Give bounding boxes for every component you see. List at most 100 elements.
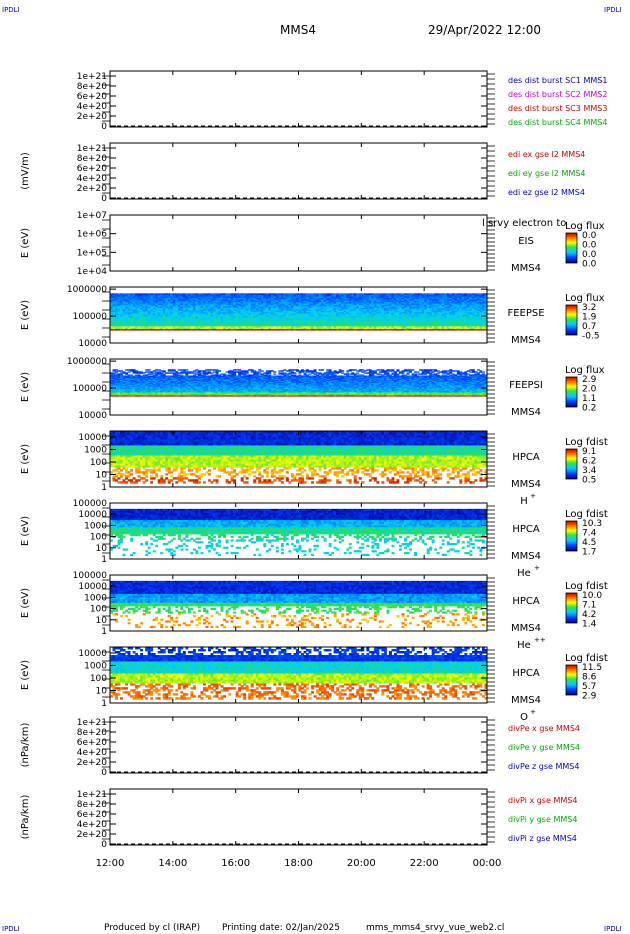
spectrogram-cell bbox=[165, 324, 169, 327]
spectrogram-cell bbox=[273, 314, 277, 317]
spectrogram-cell bbox=[238, 311, 242, 314]
colorbar bbox=[565, 304, 578, 336]
spectrogram-cell bbox=[343, 300, 347, 303]
spectrogram-cell bbox=[145, 317, 149, 320]
spectrogram-cell bbox=[225, 313, 229, 315]
spectrogram-cell bbox=[255, 303, 259, 306]
spectrogram-cell bbox=[190, 371, 194, 373]
spectrogram-cell bbox=[147, 323, 151, 325]
spectrogram-cell bbox=[200, 307, 204, 310]
spectrogram-cell bbox=[321, 315, 325, 318]
spectrogram-cell bbox=[165, 310, 169, 313]
spectrogram-cell bbox=[255, 294, 259, 297]
spectrogram-cell bbox=[280, 311, 284, 314]
spectrogram-cell bbox=[172, 327, 176, 330]
spectrogram-cell bbox=[110, 303, 113, 306]
spectrogram-cell bbox=[285, 321, 289, 324]
spectrogram-cell bbox=[215, 320, 219, 323]
spectrogram-cell bbox=[112, 296, 116, 298]
spectrogram-cell bbox=[137, 317, 141, 320]
spectrogram-cell bbox=[150, 324, 154, 327]
spectrogram-cell bbox=[197, 324, 201, 327]
spectrogram-cell bbox=[215, 303, 219, 306]
spectrogram-cell bbox=[147, 375, 151, 377]
spectrogram-cell bbox=[110, 328, 113, 331]
spectrogram-cell bbox=[172, 300, 176, 303]
spectrogram-cell bbox=[341, 298, 345, 301]
spectrogram-cell bbox=[192, 320, 196, 323]
spectrogram-cell bbox=[273, 323, 277, 325]
spectrogram-cell bbox=[175, 321, 179, 324]
spectrogram-cell bbox=[210, 328, 214, 331]
spectrogram-cell bbox=[273, 327, 277, 330]
spectrogram-cell bbox=[185, 318, 189, 321]
spectrogram-cell bbox=[235, 313, 239, 315]
spectrogram-cell bbox=[147, 317, 151, 320]
spectrogram-cell bbox=[160, 307, 164, 310]
spectrogram-cell bbox=[333, 325, 337, 328]
spectrogram-cell bbox=[318, 300, 322, 303]
spectrogram-cell bbox=[343, 307, 347, 310]
spectrogram-cell bbox=[190, 318, 194, 321]
spectrogram-cell bbox=[285, 314, 289, 317]
spectrogram-cell bbox=[250, 317, 254, 320]
spectrogram-cell bbox=[318, 306, 322, 308]
spectrogram-cell bbox=[115, 323, 118, 325]
spectrogram-cell bbox=[170, 310, 174, 313]
spectrogram-cell bbox=[208, 317, 211, 320]
spectrogram-cell bbox=[135, 320, 139, 323]
spectrogram-cell bbox=[125, 317, 128, 320]
spectrogram-cell bbox=[233, 303, 237, 306]
spectrogram-cell bbox=[177, 301, 181, 304]
spectrogram-cell bbox=[215, 324, 219, 327]
spectrogram-cell bbox=[122, 325, 126, 328]
spectrogram-cell bbox=[333, 298, 337, 301]
spectrogram-cell bbox=[170, 314, 174, 317]
spectrogram-cell bbox=[248, 308, 252, 311]
spectrogram-cell bbox=[125, 318, 128, 321]
spectrogram-cell bbox=[195, 313, 199, 315]
spectrogram-cell bbox=[197, 304, 201, 307]
spectrogram-cell bbox=[187, 317, 191, 320]
spectrogram-cell bbox=[288, 317, 292, 320]
spectrogram-cell bbox=[298, 298, 302, 301]
spectrogram-cell bbox=[303, 328, 307, 331]
spectrogram-cell bbox=[142, 293, 146, 296]
spectrogram-cell bbox=[283, 328, 287, 331]
spectrogram-cell bbox=[298, 315, 302, 318]
spectrogram-cell bbox=[213, 306, 216, 308]
spectrogram-cell bbox=[318, 308, 322, 311]
spectrogram-cell bbox=[192, 293, 196, 296]
spectrogram-cell bbox=[208, 296, 211, 298]
spectrogram-cell bbox=[255, 308, 259, 311]
y-tick-label: 2e+20 bbox=[77, 112, 108, 122]
spectrogram-cell bbox=[326, 327, 330, 330]
spectrogram-cell bbox=[338, 318, 342, 321]
spectrogram-cell bbox=[187, 327, 191, 330]
spectrogram-cell bbox=[263, 315, 267, 318]
spectrogram-cell bbox=[243, 293, 247, 296]
spectrogram-cell bbox=[238, 296, 242, 298]
spectrogram-cell bbox=[117, 314, 121, 317]
spectrogram-cell bbox=[263, 314, 267, 317]
spectrogram-cell bbox=[258, 320, 262, 323]
spectrogram-cell bbox=[263, 324, 267, 327]
spectrogram-cell bbox=[208, 327, 211, 330]
spectrogram-cell bbox=[240, 307, 244, 310]
spectrogram-cell bbox=[115, 321, 118, 324]
spectrogram-cell bbox=[157, 304, 161, 307]
spectrogram-cell bbox=[152, 310, 156, 313]
spectrogram-cell bbox=[202, 320, 206, 323]
spectrogram-cell bbox=[290, 300, 294, 303]
spectrogram-cell bbox=[215, 315, 219, 318]
spectrogram-cell bbox=[301, 311, 304, 314]
spectrogram-cell bbox=[225, 306, 229, 308]
spectrogram-cell bbox=[331, 323, 335, 325]
spectrogram-cell bbox=[147, 310, 151, 313]
spectrogram-cell bbox=[311, 320, 314, 323]
spectrogram-cell bbox=[308, 293, 312, 296]
spectrogram-cell bbox=[170, 311, 174, 314]
spectrogram-cell bbox=[132, 369, 136, 371]
spectrogram-cell bbox=[132, 321, 136, 324]
spectrogram-cell bbox=[130, 303, 134, 306]
